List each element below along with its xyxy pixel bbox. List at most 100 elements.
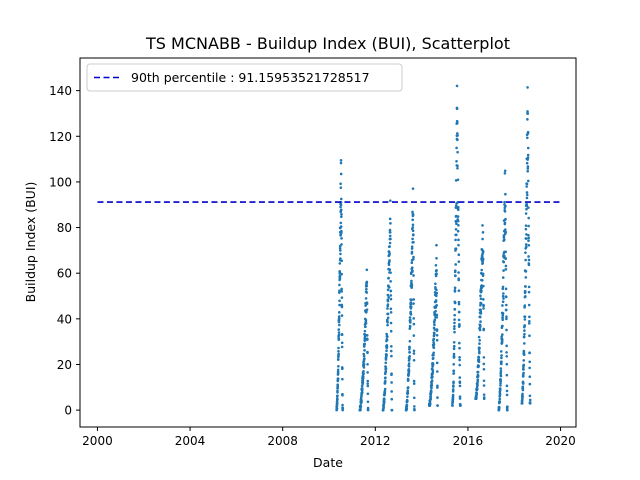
scatter-point (505, 351, 508, 354)
scatter-point (407, 374, 410, 377)
scatter-point (453, 290, 457, 293)
scatter-point (387, 276, 390, 280)
scatter-point (389, 329, 393, 333)
scatter-point (527, 206, 530, 209)
scatter-point (455, 121, 459, 125)
scatter-point (389, 280, 392, 283)
scatter-point (338, 303, 341, 307)
scatter-point (522, 363, 526, 367)
scatter-point (503, 221, 507, 225)
scatter-point (457, 205, 460, 209)
scatter-point (366, 406, 370, 410)
scatter-point (364, 304, 367, 307)
scatter-point (339, 208, 343, 212)
scatter-point (454, 228, 458, 231)
scatter-point (504, 192, 507, 196)
scatter-point (389, 311, 393, 314)
scatter-point (336, 398, 339, 401)
scatter-point (430, 383, 434, 387)
scatter-point (387, 296, 390, 299)
scatter-point (525, 233, 528, 236)
scatter-point (338, 283, 341, 287)
scatter-point (341, 393, 344, 397)
scatter-point (528, 315, 531, 319)
scatter-point (383, 387, 387, 391)
scatter-point (504, 308, 508, 312)
scatter-point (386, 320, 389, 324)
scatter-point (524, 285, 527, 288)
legend: 90th percentile : 91.15953521728517 (86, 63, 403, 92)
scatter-point (383, 391, 387, 395)
scatter-point (406, 395, 409, 398)
scatter-point (455, 84, 459, 88)
scatter-point (505, 354, 509, 358)
scatter-point (433, 332, 436, 336)
x-tick-label: 2008 (267, 434, 298, 448)
scatter-point (339, 221, 343, 225)
scatter-point (412, 298, 416, 301)
scatter-point (384, 376, 387, 380)
scatter-point (337, 311, 341, 314)
scatter-point (456, 164, 459, 168)
scatter-point (366, 392, 370, 396)
y-tick-label: 80 (57, 221, 72, 235)
scatter-point (389, 289, 393, 293)
scatter-point (482, 396, 486, 399)
scatter-point (337, 331, 341, 334)
scatter-point (500, 354, 503, 357)
scatter-point (479, 308, 483, 312)
scatter-point (412, 322, 416, 326)
scatter-point (339, 159, 343, 162)
scatter-point (435, 313, 439, 317)
scatter-point (457, 223, 460, 227)
scatter-point (383, 397, 386, 401)
scatter-point (337, 317, 341, 320)
scatter-point (389, 222, 392, 225)
scatter-point (457, 278, 461, 282)
chart-title: TS MCNABB - Buildup Index (BUI), Scatter… (145, 34, 510, 53)
scatter-point (388, 241, 392, 245)
scatter-point (338, 323, 341, 327)
scatter-point (452, 363, 456, 366)
scatter-point (389, 321, 393, 325)
scatter-point (389, 271, 392, 274)
scatter-point (340, 333, 344, 337)
scatter-point (340, 237, 343, 240)
scatter-point (366, 400, 370, 404)
scatter-point (503, 171, 507, 175)
scatter-point (366, 382, 369, 385)
scatter-point (387, 250, 391, 253)
scatter-point (434, 309, 437, 313)
scatter-point (361, 375, 365, 378)
scatter-point (412, 382, 416, 385)
scatter-point (388, 245, 392, 248)
scatter-point (453, 301, 457, 305)
scatter-point (336, 357, 340, 361)
scatter-point (365, 302, 369, 306)
scatter-point (431, 363, 435, 367)
scatter-point (524, 290, 527, 293)
scatter-point (501, 312, 505, 315)
scatter-point (431, 356, 435, 360)
scatter-point (341, 408, 344, 412)
scatter-point (524, 294, 527, 298)
scatter-point (432, 353, 435, 357)
scatter-point (453, 286, 457, 290)
scatter-point (407, 378, 410, 382)
scatter-point (363, 357, 366, 361)
scatter-point (387, 263, 391, 267)
scatter-point (432, 343, 436, 346)
scatter-point (459, 404, 462, 407)
x-tick-label: 2020 (545, 434, 576, 448)
scatter-point (360, 399, 363, 403)
scatter-point (366, 371, 369, 374)
scatter-point (527, 303, 531, 307)
scatter-point (337, 328, 341, 331)
scatter-point (411, 226, 415, 229)
scatter-point (389, 294, 393, 297)
scatter-point (453, 269, 457, 272)
scatter-point (411, 229, 415, 233)
scatter-point (454, 219, 458, 223)
scatter-point (522, 368, 525, 371)
scatter-point (458, 358, 461, 362)
